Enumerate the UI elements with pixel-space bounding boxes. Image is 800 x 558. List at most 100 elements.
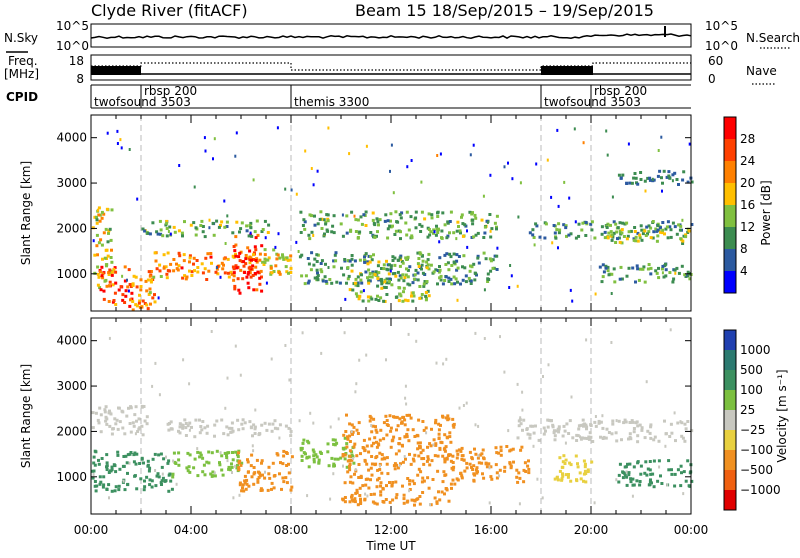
data-cell (124, 294, 128, 298)
data-cell (342, 464, 344, 468)
data-cell (364, 483, 368, 487)
data-cell (245, 275, 249, 279)
data-cell (662, 169, 666, 173)
data-cell (374, 428, 378, 432)
data-cell (98, 219, 102, 223)
data-cell (149, 270, 153, 273)
data-cell (462, 254, 466, 258)
data-cell (196, 450, 200, 454)
data-cell (264, 236, 267, 240)
data-cell (326, 219, 330, 223)
data-cell (441, 480, 445, 484)
data-cell (351, 288, 355, 292)
data-cell (119, 138, 122, 142)
data-cell (638, 236, 642, 240)
data-cell (417, 257, 421, 260)
data-cell (468, 269, 472, 273)
data-cell (627, 471, 631, 475)
data-cell (236, 277, 240, 281)
data-cell (560, 477, 564, 481)
data-cell (614, 241, 618, 244)
data-cell (611, 195, 614, 199)
data-cell (568, 419, 572, 423)
data-cell (606, 235, 609, 239)
data-cell (100, 243, 104, 247)
noise-panel: N.Sky 10^5 10^0 10^5 10^0 N.Search (4, 19, 800, 53)
data-cell (113, 291, 117, 295)
data-cell (636, 239, 640, 243)
data-cell (310, 251, 314, 255)
data-cell (102, 212, 106, 216)
data-cell (253, 425, 257, 429)
data-cell (140, 456, 144, 460)
data-cell (149, 280, 153, 284)
colorbar-tick-label: 8 (740, 242, 748, 256)
data-cell (238, 251, 242, 255)
data-cell (680, 264, 684, 268)
data-cell (253, 272, 257, 275)
data-cell (419, 230, 423, 233)
data-cell (582, 424, 585, 428)
data-cell (449, 459, 453, 463)
data-cell (226, 214, 229, 218)
data-cell (91, 226, 95, 230)
data-cell (153, 300, 157, 304)
data-cell (394, 274, 398, 278)
data-cell (114, 470, 118, 474)
colorbar-swatch (724, 161, 736, 184)
data-cell (284, 187, 287, 191)
data-cell (128, 452, 132, 456)
data-cell (568, 196, 571, 200)
data-cell (107, 273, 111, 276)
data-cell (598, 265, 602, 269)
data-cell (644, 189, 647, 193)
data-cell (270, 487, 273, 491)
colorbar-swatch (724, 470, 736, 491)
data-cell (495, 227, 498, 231)
time-tick-label: 16:00 (474, 523, 509, 537)
data-cell (133, 474, 137, 478)
data-cell (307, 441, 311, 445)
data-cell (105, 461, 109, 465)
data-cell (617, 480, 621, 484)
data-cell (452, 252, 456, 256)
data-cell (666, 236, 670, 240)
data-cell (245, 482, 249, 486)
data-cell (589, 423, 593, 427)
data-cell (359, 452, 362, 456)
data-cell (431, 478, 435, 481)
data-cell (445, 252, 449, 256)
data-cell (677, 271, 681, 275)
data-cell (677, 183, 680, 186)
data-cell (295, 240, 298, 244)
data-cell (156, 232, 160, 236)
data-cell (406, 282, 410, 286)
data-cell (587, 435, 591, 439)
data-cell (429, 503, 433, 507)
data-cell (177, 429, 180, 433)
data-cell (625, 475, 629, 479)
data-cell (517, 424, 521, 428)
data-cell (150, 485, 154, 489)
data-cell (370, 462, 374, 466)
data-cell (106, 131, 109, 135)
data-cell (421, 259, 425, 263)
data-cell (369, 255, 373, 259)
data-cell (643, 280, 647, 284)
data-cell (664, 262, 667, 266)
data-cell (391, 224, 394, 228)
data-cell (252, 253, 255, 257)
data-cell (220, 454, 224, 458)
data-cell (615, 419, 618, 423)
data-cell (686, 274, 690, 278)
data-cell (671, 280, 675, 284)
data-cell (235, 220, 239, 224)
data-cell (483, 225, 487, 229)
data-cell (332, 265, 336, 269)
data-cell (606, 222, 610, 226)
data-cell (406, 255, 410, 259)
data-cell (468, 462, 472, 466)
data-cell (476, 256, 480, 260)
data-cell (237, 466, 241, 470)
data-cell (581, 221, 585, 225)
